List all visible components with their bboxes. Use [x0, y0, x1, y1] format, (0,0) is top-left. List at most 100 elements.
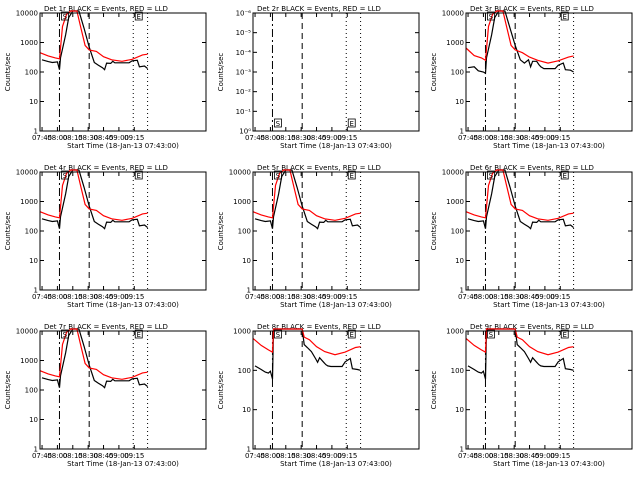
y-tick-label: 10⁰: [239, 128, 251, 136]
x-tick-label: 08:45: [93, 293, 113, 301]
series-line-1: [254, 328, 361, 380]
y-tick-label: 10: [455, 406, 464, 414]
panel-4: Det 4r BLACK = Events, RED = LLD Counts/s…: [4, 164, 207, 309]
y-tick-label: 10: [29, 257, 38, 265]
marker-box: [487, 11, 495, 21]
marker-label: E: [136, 331, 140, 339]
panel-title: Det 1r BLACK = Events, RED = LLD: [44, 5, 168, 13]
series-line-1: [467, 10, 574, 75]
x-tick-label: 08:00: [473, 293, 493, 301]
x-tick-label: 08:15: [276, 452, 296, 460]
x-tick-label: 08:45: [93, 452, 113, 460]
y-tick-label: 10⁻⁶: [236, 10, 252, 18]
series-line-2: [252, 328, 361, 356]
x-tick-label: 09:15: [550, 452, 570, 460]
x-tick-label: 08:45: [306, 134, 326, 142]
y-axis-label: Counts/sec: [217, 371, 225, 410]
y-tick-label: 1000: [233, 328, 251, 336]
x-tick-label: 09:00: [109, 452, 129, 460]
marker-label: S: [489, 331, 494, 339]
x-axis-label: Start Time (18-Jan-13 07:43:00): [280, 460, 392, 468]
x-tick-label: 09:15: [124, 134, 144, 142]
marker-label: S: [63, 13, 68, 21]
x-tick-label: 08:45: [519, 452, 539, 460]
x-axis-label: Start Time (18-Jan-13 07:43:00): [493, 301, 605, 309]
x-tick-label: 07:45: [458, 452, 478, 460]
series-line-1: [41, 10, 148, 71]
x-axis-label: Start Time (18-Jan-13 07:43:00): [67, 460, 179, 468]
x-tick-label: 09:15: [124, 293, 144, 301]
plot-frame: [39, 330, 207, 450]
x-tick-label: 09:15: [550, 134, 570, 142]
y-tick-label: 100: [25, 228, 38, 236]
x-tick-label: 09:00: [535, 452, 555, 460]
y-tick-label: 10: [242, 406, 251, 414]
marker-label: S: [489, 172, 494, 180]
series-line-2: [465, 328, 574, 356]
panel-title: Det 8r BLACK = Events, RED = LLD: [257, 323, 381, 331]
x-tick-label: 07:45: [245, 134, 265, 142]
x-tick-label: 08:45: [519, 293, 539, 301]
y-tick-label: 1000: [20, 39, 38, 47]
y-tick-label: 10⁻¹: [236, 108, 252, 116]
marker-box: [134, 329, 143, 339]
marker-box: [134, 170, 143, 180]
series-line-2: [39, 328, 148, 380]
y-tick-label: 10⁻³: [236, 69, 252, 77]
y-tick-label: 1: [34, 128, 38, 136]
x-tick-label: 08:30: [78, 452, 98, 460]
marker-label: E: [562, 331, 566, 339]
x-tick-label: 08:00: [47, 293, 67, 301]
y-tick-label: 1: [460, 128, 464, 136]
series-line-2: [252, 169, 361, 221]
y-tick-label: 1000: [446, 39, 464, 47]
series-line-2: [39, 169, 148, 221]
x-tick-label: 09:00: [322, 134, 342, 142]
x-tick-label: 09:00: [322, 293, 342, 301]
marker-box: [347, 118, 356, 128]
marker-label: S: [276, 120, 281, 128]
marker-box: [61, 11, 69, 21]
x-tick-label: 08:00: [47, 452, 67, 460]
x-tick-label: 08:00: [260, 452, 280, 460]
y-tick-label: 10⁻⁵: [236, 29, 252, 37]
plot-frame: [465, 12, 633, 132]
y-tick-label: 10000: [229, 169, 251, 177]
marker-box: [347, 329, 356, 339]
y-tick-label: 1: [460, 287, 464, 295]
y-tick-label: 10: [29, 98, 38, 106]
marker-label: E: [562, 13, 566, 21]
y-tick-label: 10000: [16, 328, 38, 336]
x-tick-label: 09:15: [337, 134, 357, 142]
marker-label: S: [63, 172, 68, 180]
x-tick-label: 09:00: [535, 293, 555, 301]
marker-box: [560, 11, 569, 21]
x-tick-label: 09:00: [535, 134, 555, 142]
x-tick-label: 08:15: [63, 134, 83, 142]
x-tick-label: 08:30: [504, 293, 524, 301]
series-line-2: [465, 169, 574, 221]
marker-box: [347, 170, 356, 180]
x-tick-label: 08:00: [473, 134, 493, 142]
y-tick-label: 10000: [442, 10, 464, 18]
marker-box: [274, 329, 282, 339]
x-tick-label: 09:00: [109, 293, 129, 301]
plot-frame: [39, 12, 207, 132]
x-tick-label: 08:30: [291, 452, 311, 460]
x-tick-label: 08:15: [489, 293, 509, 301]
y-tick-label: 10: [29, 416, 38, 424]
series-line-1: [254, 169, 361, 230]
x-tick-label: 08:30: [504, 452, 524, 460]
panel-title: Det 9r BLACK = Events, RED = LLD: [470, 323, 594, 331]
y-tick-label: 10: [242, 257, 251, 265]
y-tick-label: 100: [25, 69, 38, 77]
y-tick-label: 1: [34, 287, 38, 295]
y-tick-label: 100: [451, 228, 464, 236]
marker-box: [61, 170, 69, 180]
y-tick-label: 10000: [442, 169, 464, 177]
x-tick-label: 08:00: [260, 293, 280, 301]
marker-box: [487, 170, 495, 180]
panel-3: Det 3r BLACK = Events, RED = LLD Counts/s…: [430, 5, 633, 150]
y-tick-label: 1000: [446, 328, 464, 336]
